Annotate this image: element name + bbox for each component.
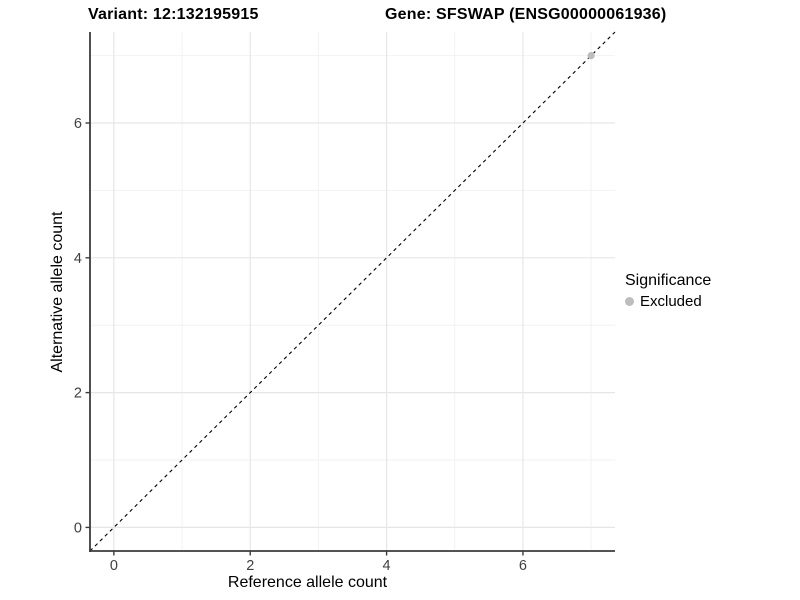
- legend-item-label: Excluded: [640, 293, 702, 310]
- legend: Significance Excluded: [625, 272, 711, 310]
- legend-item-excluded: Excluded: [625, 293, 711, 310]
- x-tick-label: 4: [383, 558, 391, 574]
- y-tick-label: 4: [74, 251, 82, 267]
- x-tick-label: 0: [110, 558, 118, 574]
- excluded-point-icon: [625, 297, 634, 306]
- y-tick-label: 0: [74, 520, 82, 536]
- identity-dashed-line: [89, 31, 616, 552]
- x-tick-label: 2: [246, 558, 254, 574]
- y-tick-label: 6: [74, 116, 82, 132]
- y-axis-title: Alternative allele count: [49, 211, 66, 373]
- x-axis-title: Reference allele count: [227, 574, 388, 591]
- x-tick-label: 6: [519, 558, 527, 574]
- data-point: [587, 51, 595, 60]
- variant-title: Variant: 12:132195915: [88, 6, 259, 23]
- gene-title: Gene: SFSWAP (ENSG00000061936): [385, 6, 667, 23]
- y-tick-label: 2: [74, 386, 82, 402]
- legend-title: Significance: [625, 272, 712, 289]
